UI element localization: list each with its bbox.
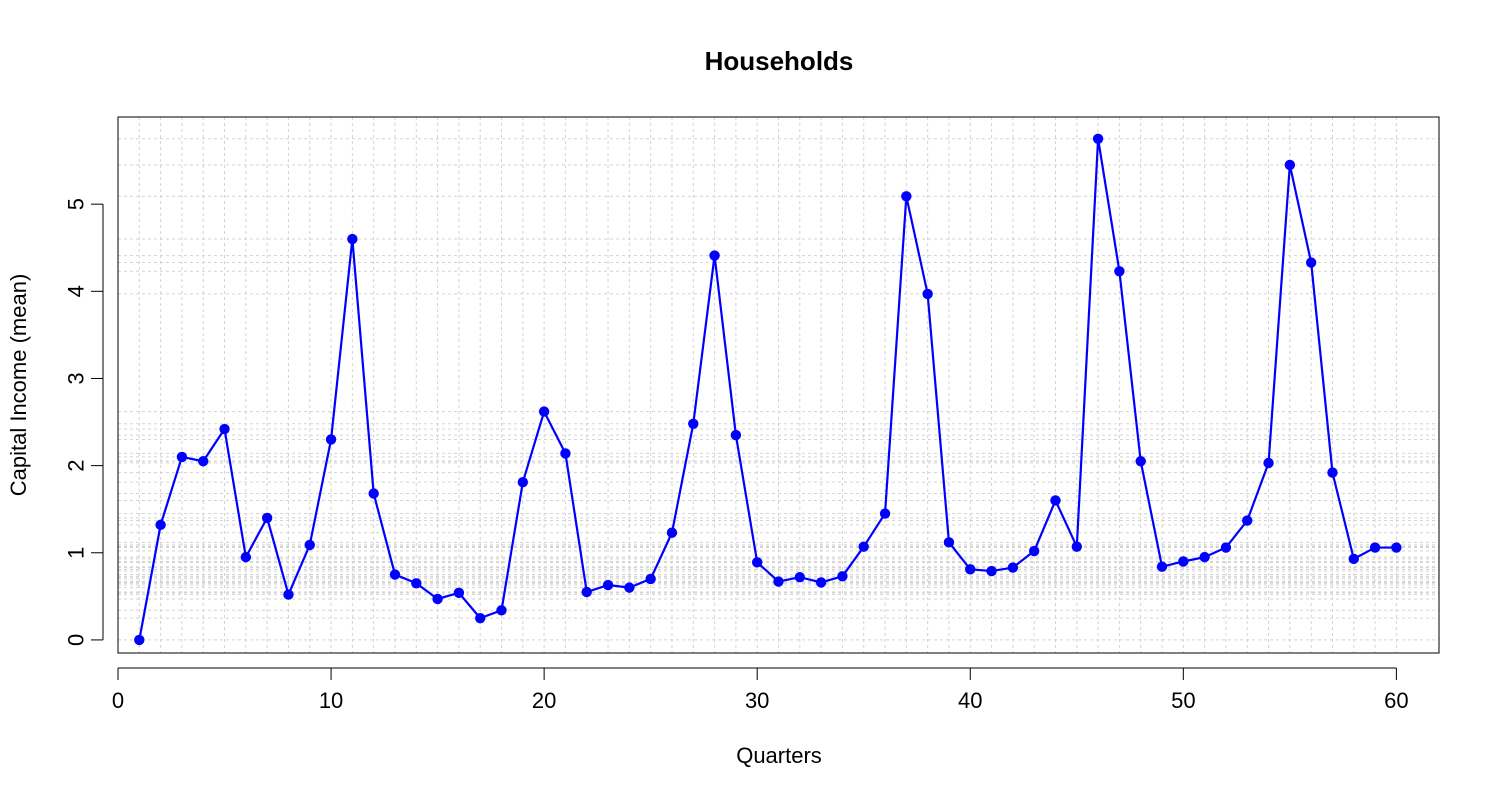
data-point <box>1178 556 1189 567</box>
data-point <box>347 233 358 245</box>
data-point <box>922 288 933 300</box>
data-point <box>858 541 869 552</box>
x-tick-label: 40 <box>958 688 982 713</box>
x-tick-label: 20 <box>532 688 556 713</box>
data-point <box>560 448 571 459</box>
x-tick-label: 10 <box>319 688 343 713</box>
data-point <box>1114 266 1125 277</box>
data-point <box>1305 257 1317 268</box>
data-point <box>475 612 486 624</box>
data-point <box>368 488 379 499</box>
data-point <box>1028 545 1040 557</box>
x-axis: 0 10 20 30 40 50 60 <box>112 667 1409 713</box>
data-point <box>283 589 294 600</box>
x-tick-label: 60 <box>1384 688 1408 713</box>
data-point <box>1242 515 1253 526</box>
data-point <box>1348 553 1359 565</box>
x-tick-label: 0 <box>112 688 124 713</box>
data-point <box>645 573 656 585</box>
data-point <box>389 569 401 580</box>
data-point <box>1135 456 1146 467</box>
x-tick-label: 30 <box>745 688 769 713</box>
data-point <box>155 519 166 531</box>
data-point <box>794 571 806 583</box>
y-tick-label: 4 <box>64 285 89 297</box>
data-point <box>304 539 315 551</box>
data-point <box>1050 495 1061 506</box>
series-line <box>138 137 1397 641</box>
data-point <box>581 586 592 598</box>
data-point <box>901 191 912 202</box>
data-point <box>176 451 188 463</box>
data-point <box>261 512 273 524</box>
data-point <box>1007 562 1019 573</box>
data-point <box>1220 542 1232 553</box>
data-point <box>688 418 699 429</box>
x-tick-label: 50 <box>1171 688 1195 713</box>
y-axis-label: Capital Income (mean) <box>6 274 31 497</box>
series-path <box>138 137 1397 641</box>
data-point <box>624 582 635 593</box>
grid <box>118 117 1439 653</box>
data-point <box>1156 561 1168 572</box>
y-tick-label: 2 <box>64 459 89 471</box>
data-point <box>1327 467 1338 478</box>
chart-title: Households <box>705 46 854 76</box>
data-point <box>751 557 763 568</box>
data-point <box>134 634 145 646</box>
data-point <box>1284 159 1296 171</box>
data-point <box>453 587 465 599</box>
data-point <box>1263 457 1274 469</box>
data-point <box>1092 133 1104 144</box>
data-point <box>773 576 784 587</box>
data-point <box>325 434 337 445</box>
y-axis: 0 1 2 3 4 5 <box>64 198 104 646</box>
data-point <box>1391 542 1402 553</box>
plot-frame <box>117 116 1440 654</box>
data-point <box>965 564 976 575</box>
data-point <box>815 577 827 588</box>
data-point <box>1071 541 1082 552</box>
data-point <box>517 476 529 488</box>
y-tick-label: 5 <box>64 198 89 210</box>
data-point <box>432 593 443 605</box>
data-point <box>943 537 955 548</box>
y-tick-label: 3 <box>64 372 89 384</box>
data-point <box>538 406 550 417</box>
data-point <box>240 551 252 563</box>
data-point <box>219 423 230 435</box>
data-point <box>730 429 742 441</box>
data-point <box>879 508 891 519</box>
data-point <box>411 578 422 589</box>
data-point <box>666 527 678 538</box>
data-point <box>709 250 720 261</box>
data-point <box>496 605 507 616</box>
data-point <box>986 565 997 577</box>
data-point <box>1369 542 1381 553</box>
y-tick-label: 0 <box>64 634 89 646</box>
data-point <box>837 571 848 582</box>
data-point <box>198 456 209 467</box>
data-point <box>602 579 614 591</box>
y-tick-label: 1 <box>64 547 89 559</box>
data-point <box>1199 551 1210 563</box>
x-axis-label: Quarters <box>736 743 822 768</box>
series-points <box>134 133 1402 646</box>
